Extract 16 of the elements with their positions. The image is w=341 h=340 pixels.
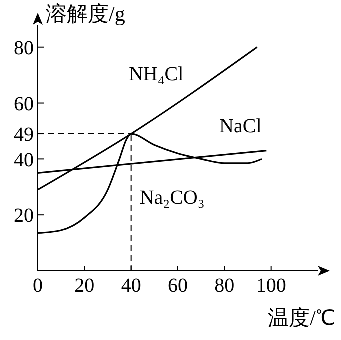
y-tick-label: 20 — [14, 205, 34, 228]
series-label: NH₄Cl — [128, 64, 184, 86]
series-label: NaCl — [220, 115, 262, 138]
y-tick-label: 49 — [14, 124, 34, 146]
series-label: Na₂CO₃ — [140, 186, 205, 209]
x-tick-label: 60 — [168, 275, 188, 298]
y-axis-title: 溶解度/g — [46, 1, 126, 28]
y-tick-label: 80 — [14, 37, 34, 60]
x-tick-label: 80 — [214, 275, 235, 298]
x-axis-title: 温度/℃ — [268, 305, 335, 332]
y-tick-label: 60 — [14, 93, 34, 116]
x-tick-label: 0 — [33, 275, 43, 298]
x-tick-label: 40 — [121, 275, 142, 298]
x-tick-label: 20 — [74, 275, 95, 298]
x-tick-label: 100 — [256, 275, 286, 298]
y-tick-label: 40 — [14, 149, 34, 172]
